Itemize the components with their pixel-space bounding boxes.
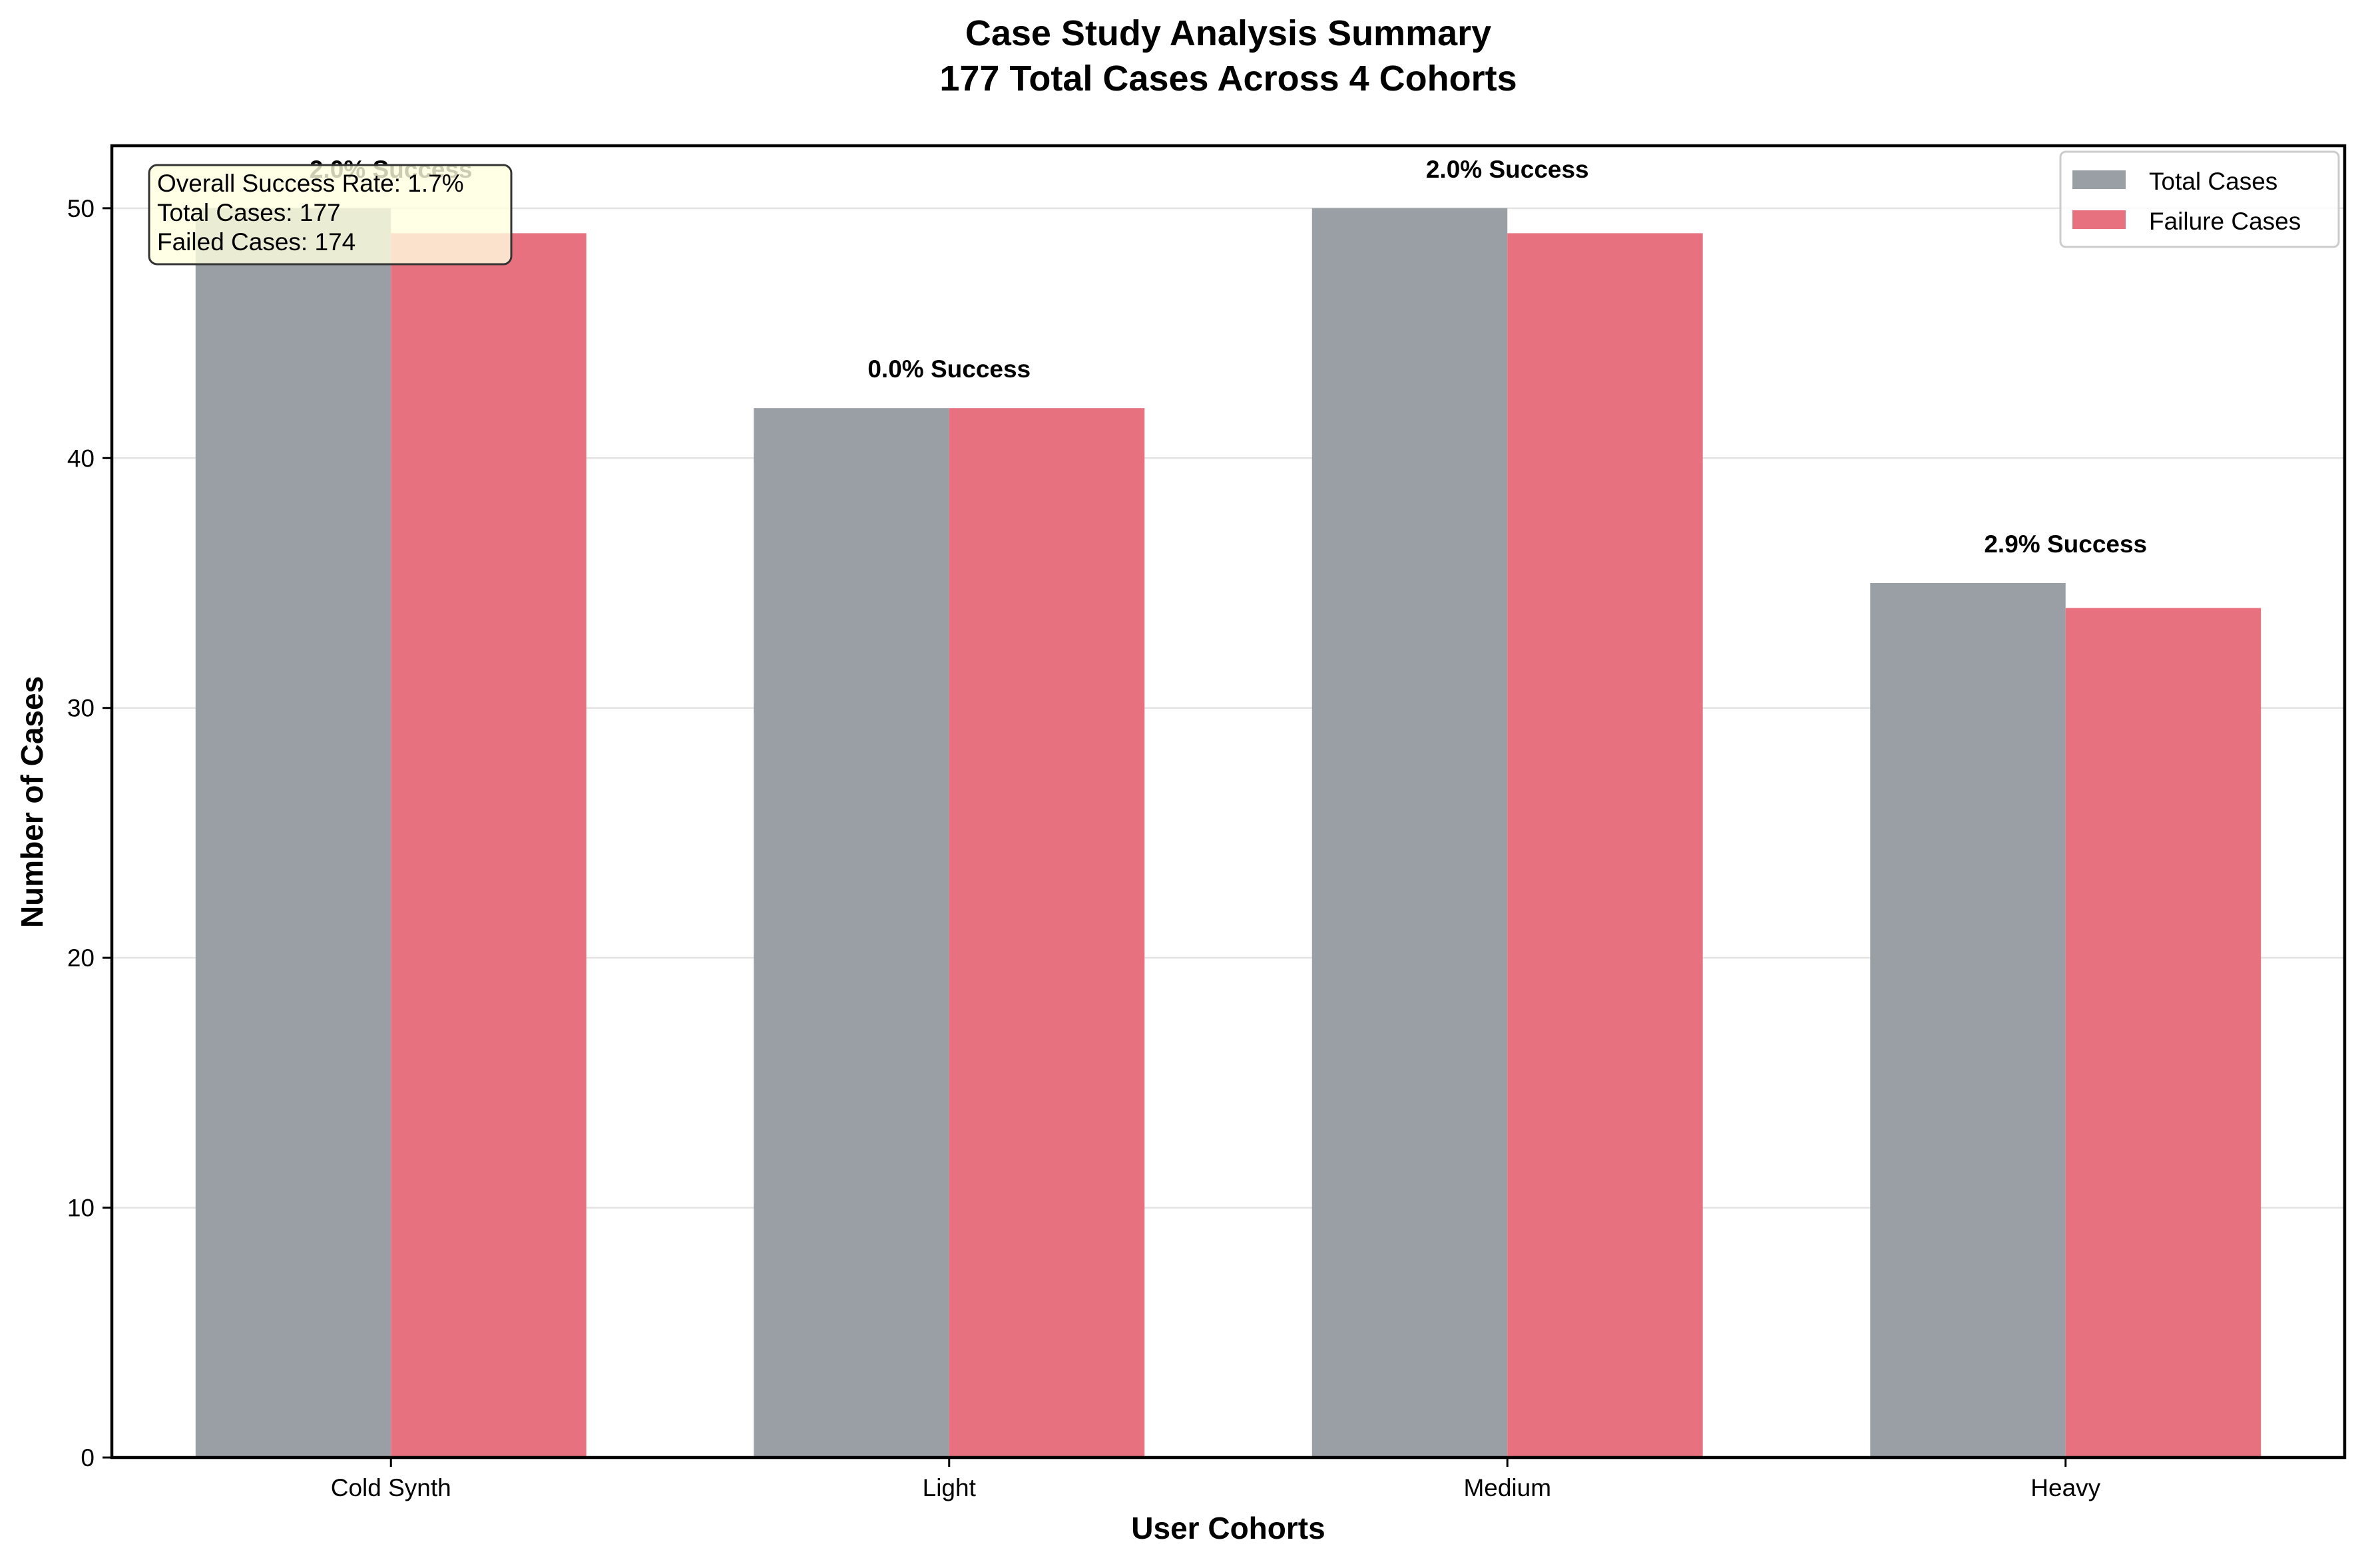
y-tick-label: 50: [67, 195, 95, 222]
bar-total-medium: [1311, 208, 1508, 1458]
x-axis-label: User Cohorts: [1131, 1511, 1325, 1545]
summary-total-cases: Total Cases: 177: [157, 199, 341, 226]
plot-frame: [110, 144, 2347, 1460]
bar-failure-light: [949, 408, 1145, 1458]
legend-swatch-failure: [2072, 210, 2126, 229]
bar-total-cold-synth: [195, 208, 391, 1458]
bars-layer: [195, 208, 2261, 1458]
x-tick-label: Medium: [1463, 1474, 1551, 1501]
summary-box-frame: [148, 164, 513, 266]
y-axis-label: Number of Cases: [15, 676, 49, 928]
chart-title: Case Study Analysis Summary: [965, 13, 1491, 53]
y-tick-label: 10: [67, 1195, 95, 1222]
bar-success-annotation: 0.0% Success: [867, 355, 1031, 383]
legend-swatch-total: [2072, 170, 2126, 189]
summary-failed-cases: Failed Cases: 174: [157, 228, 355, 256]
summary-box: Overall Success Rate: 1.7% Total Cases: …: [148, 164, 513, 266]
bar-failure-medium: [1507, 233, 1703, 1458]
axis-layer: 0 10 20 30 40 50 Cold Synth Light Medium Heavy: [67, 195, 2101, 1501]
x-tick-label: Heavy: [2030, 1474, 2100, 1501]
legend-label-total: Total Cases: [2149, 168, 2277, 195]
legend-label-failure: Failure Cases: [2149, 208, 2301, 235]
bar-success-annotation: 2.0% Success: [1426, 156, 1589, 183]
summary-success-rate: Overall Success Rate: 1.7%: [157, 170, 464, 197]
x-tick-label: Light: [923, 1474, 977, 1501]
legend-frame: [2059, 150, 2340, 248]
x-tick-label: Cold Synth: [331, 1474, 451, 1501]
bar-total-heavy: [1870, 583, 2066, 1458]
bar-success-annotation: 2.9% Success: [1984, 530, 2147, 558]
y-tick-label: 20: [67, 944, 95, 972]
bar-failure-heavy: [2065, 608, 2261, 1458]
y-tick-label: 30: [67, 695, 95, 722]
legend: Total Cases Failure Cases: [2059, 150, 2340, 248]
y-tick-label: 40: [67, 445, 95, 472]
chart-subtitle: 177 Total Cases Across 4 Cohorts: [939, 59, 1517, 98]
bar-failure-cold-synth: [391, 233, 587, 1458]
y-tick-label: 0: [81, 1444, 95, 1471]
bar-total-light: [754, 408, 949, 1458]
